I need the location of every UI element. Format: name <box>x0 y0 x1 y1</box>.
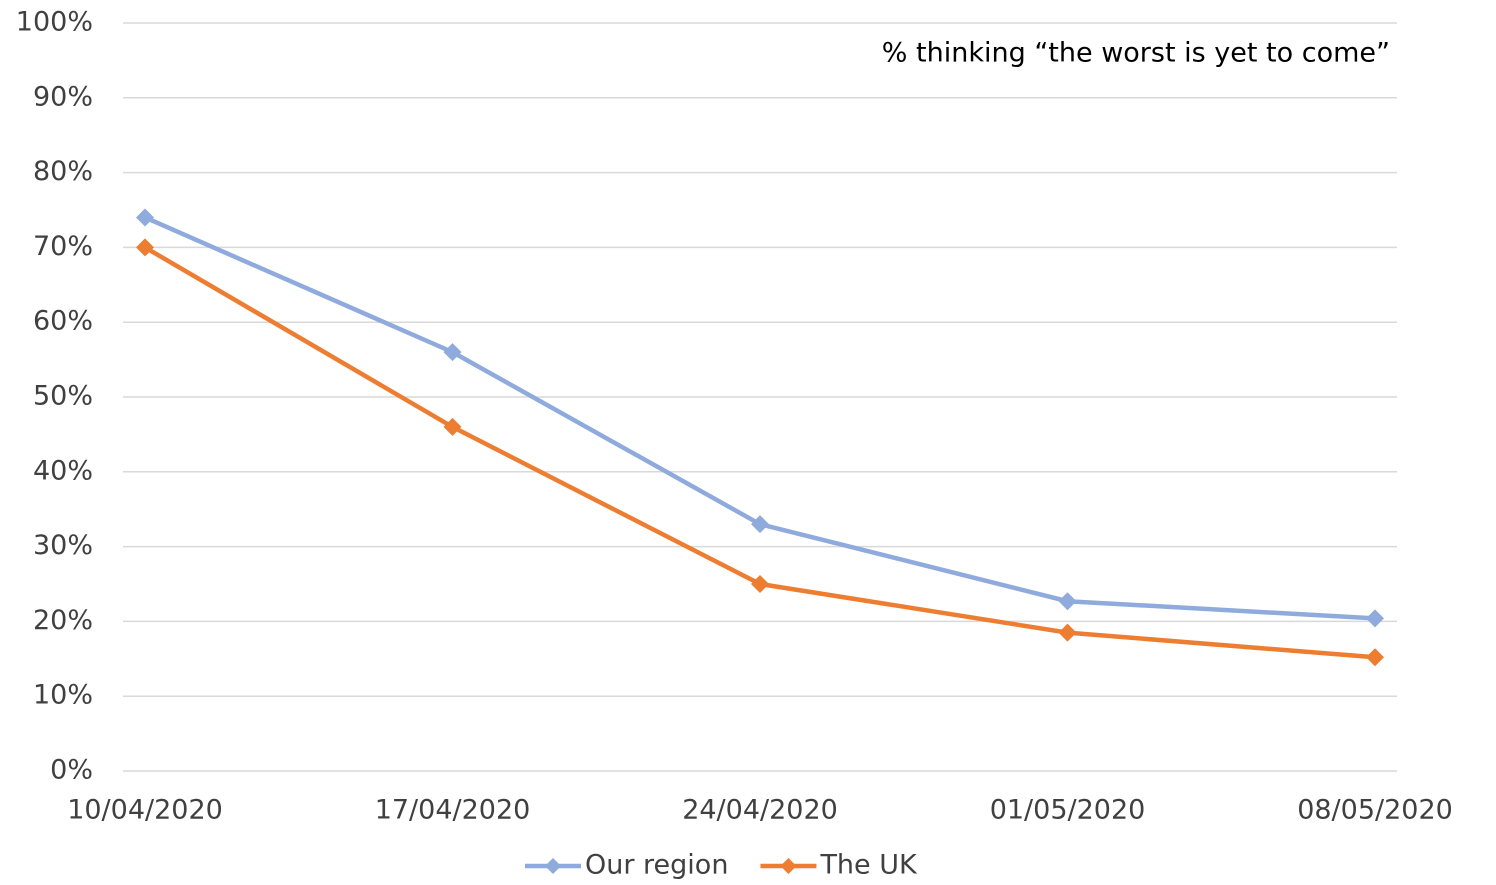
point-marker <box>1058 592 1077 611</box>
point-marker <box>443 343 462 362</box>
y-tick-label: 60% <box>33 306 93 337</box>
legend-swatch-marker <box>545 858 561 874</box>
legend-label: The UK <box>819 850 918 881</box>
y-tick-label: 100% <box>16 7 93 38</box>
x-tick-label: 01/05/2020 <box>990 795 1146 826</box>
y-tick-label: 40% <box>33 455 93 486</box>
point-marker <box>751 515 769 534</box>
point-marker <box>1058 623 1077 642</box>
x-tick-label: 10/04/2020 <box>67 795 223 826</box>
y-tick-label: 50% <box>33 381 93 412</box>
y-tick-label: 20% <box>33 605 93 636</box>
x-tick-label: 24/04/2020 <box>682 795 838 826</box>
legend-swatch-marker <box>780 858 797 874</box>
y-tick-label: 80% <box>33 156 93 187</box>
series-line <box>143 245 1376 660</box>
y-tick-label: 30% <box>33 530 93 561</box>
y-tick-label: 0% <box>50 755 93 786</box>
annotation: % thinking “the worst is yet to come” <box>882 38 1390 69</box>
y-tick-label: 90% <box>33 81 93 112</box>
point-marker <box>136 208 154 227</box>
point-marker <box>136 238 154 257</box>
point-marker <box>1366 609 1384 628</box>
x-tick-label: 08/05/2020 <box>1297 795 1453 826</box>
point-marker <box>1366 648 1384 667</box>
x-tick-label: 17/04/2020 <box>375 795 531 826</box>
series-line <box>144 215 1376 621</box>
point-marker <box>443 417 462 436</box>
point-marker <box>751 575 769 593</box>
legend-label: Our region <box>585 850 728 881</box>
y-tick-label: 70% <box>33 231 93 262</box>
y-tick-label: 10% <box>33 680 93 711</box>
